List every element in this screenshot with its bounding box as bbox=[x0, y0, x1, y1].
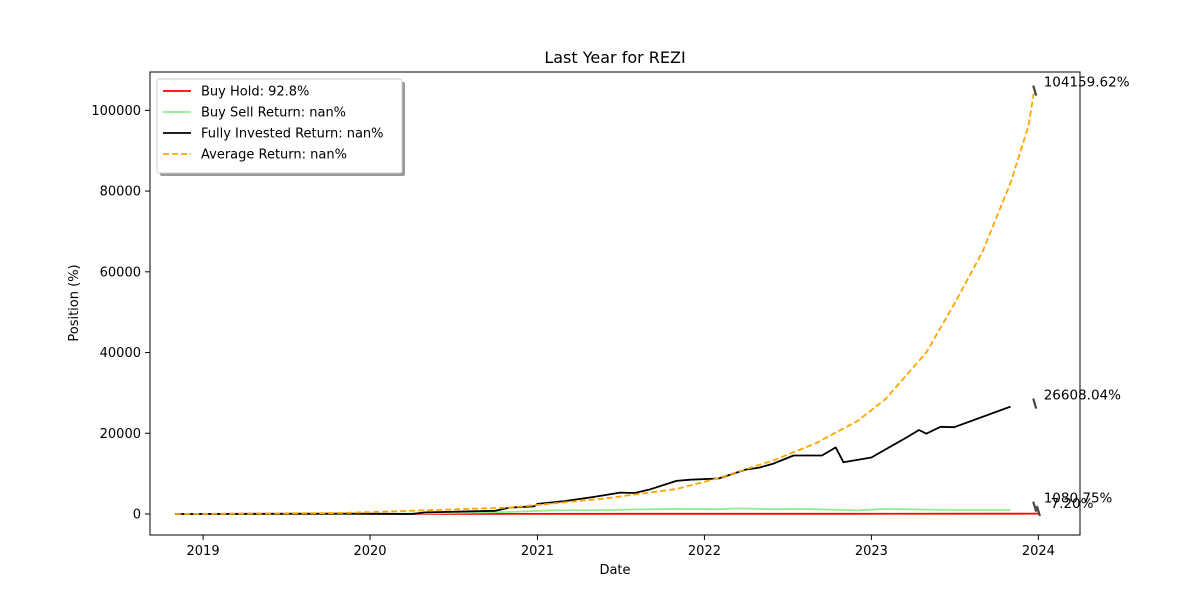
end-marker-1 bbox=[1032, 85, 1038, 96]
annotations: 104159.62% 26608.04% 1080.75%7.20% bbox=[1032, 75, 1130, 517]
y-tick-label: 80000 bbox=[100, 185, 141, 200]
legend-label: Average Return: nan% bbox=[201, 148, 347, 163]
y-tick-label: 0 bbox=[133, 508, 141, 523]
end-value-label-4: 7.20% bbox=[1051, 496, 1094, 512]
y-tick-label: 20000 bbox=[100, 427, 141, 442]
x-tick-label: 2019 bbox=[187, 544, 220, 559]
y-axis: 0 20000 40000 60000 80000 100000 bbox=[91, 104, 150, 523]
x-tick-label: 2022 bbox=[688, 544, 721, 559]
legend-label: Buy Sell Return: nan% bbox=[201, 106, 346, 121]
legend-box bbox=[156, 78, 403, 174]
series-line-4 bbox=[175, 93, 1035, 515]
x-tick-label: 2021 bbox=[521, 544, 554, 559]
x-tick-label: 2023 bbox=[855, 544, 888, 559]
legend-label: Fully Invested Return: nan% bbox=[201, 127, 384, 142]
x-axis-label: Date bbox=[599, 563, 630, 578]
x-axis: 2019 2020 2021 2022 2023 2024 bbox=[187, 535, 1055, 559]
x-tick-label: 2024 bbox=[1022, 544, 1055, 559]
end-value-label-1: 104159.62% bbox=[1044, 75, 1130, 91]
y-tick-label: 100000 bbox=[91, 104, 141, 119]
legend: Buy Hold: 92.8% Buy Sell Return: nan% Full… bbox=[156, 78, 405, 176]
series-line-2 bbox=[175, 507, 1011, 515]
end-marker-4 bbox=[1035, 505, 1041, 517]
x-tick-label: 2020 bbox=[353, 544, 386, 559]
end-marker-2 bbox=[1032, 398, 1038, 409]
legend-label: Buy Hold: 92.8% bbox=[201, 85, 309, 100]
end-marker-3 bbox=[1032, 501, 1038, 512]
chart-title: Last Year for REZI bbox=[544, 48, 685, 67]
end-value-label-3: 1080.75% bbox=[1044, 491, 1113, 507]
y-tick-label: 60000 bbox=[100, 265, 141, 280]
y-axis-label: Position (%) bbox=[67, 264, 82, 341]
plot-area bbox=[175, 93, 1039, 515]
y-tick-label: 40000 bbox=[100, 346, 141, 361]
axes-frame bbox=[149, 71, 1081, 536]
end-value-label-2: 26608.04% bbox=[1044, 388, 1121, 404]
